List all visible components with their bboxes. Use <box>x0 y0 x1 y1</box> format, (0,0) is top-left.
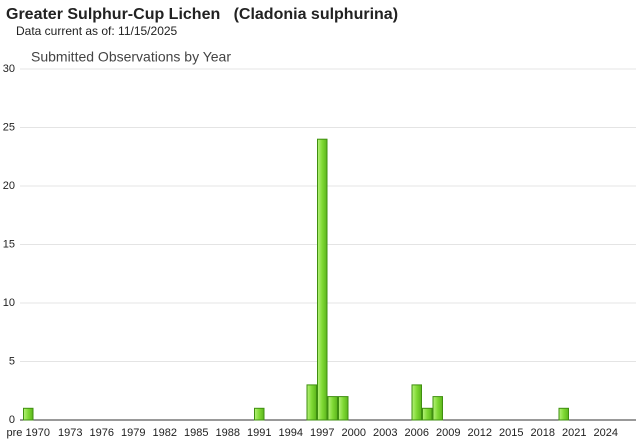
x-tick-label: 2015 <box>499 427 523 439</box>
x-tick-label: 1994 <box>279 427 303 439</box>
y-tick-label: 10 <box>3 297 15 309</box>
x-tick-label: 2009 <box>436 427 460 439</box>
y-tick-label: 0 <box>9 414 15 426</box>
bar <box>254 407 265 421</box>
bar <box>338 396 349 421</box>
y-tick-label: 20 <box>3 180 15 192</box>
x-tick-label: 1979 <box>121 427 145 439</box>
x-tick-label: 1991 <box>247 427 271 439</box>
x-tick-label: 2021 <box>562 427 586 439</box>
y-tick-label: 25 <box>3 121 15 133</box>
x-tick-label: 2024 <box>594 427 618 439</box>
bar <box>411 384 422 421</box>
bar <box>306 384 317 421</box>
bar <box>327 396 338 421</box>
x-tick-label: 1988 <box>216 427 240 439</box>
x-tick-label: 2006 <box>405 427 429 439</box>
bar <box>432 396 443 421</box>
x-tick-label: 1976 <box>90 427 114 439</box>
bar <box>422 407 433 421</box>
x-tick-label: pre 1970 <box>7 427 50 439</box>
bar <box>23 407 34 421</box>
y-tick-label: 15 <box>3 238 15 250</box>
page-title: Greater Sulphur-Cup Lichen (Cladonia sul… <box>6 6 398 23</box>
bar <box>317 138 328 421</box>
bar <box>558 407 569 421</box>
x-tick-label: 2012 <box>468 427 492 439</box>
x-tick-label: 1973 <box>58 427 82 439</box>
x-tick-label: 2003 <box>373 427 397 439</box>
data-date: Data current as of: 11/15/2025 <box>16 24 178 38</box>
x-tick-label: 2018 <box>531 427 555 439</box>
x-tick-label: 2000 <box>342 427 366 439</box>
y-tick-label: 5 <box>9 355 15 367</box>
y-tick-label: 30 <box>3 63 15 75</box>
x-tick-label: 1982 <box>153 427 177 439</box>
x-tick-label: 1985 <box>184 427 208 439</box>
chart-title: Submitted Observations by Year <box>31 49 231 65</box>
x-tick-label: 1997 <box>310 427 334 439</box>
